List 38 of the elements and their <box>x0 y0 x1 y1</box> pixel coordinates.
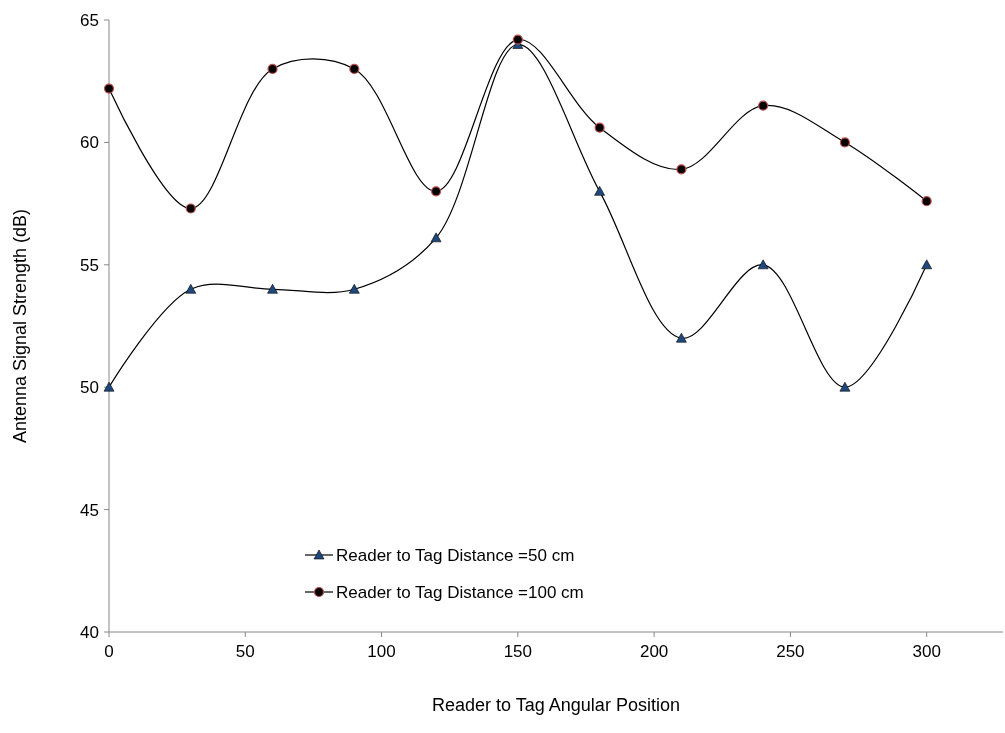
x-tick-label: 200 <box>639 642 669 661</box>
point <box>921 259 932 270</box>
point <box>185 283 197 294</box>
y-tick-label: 60 <box>80 133 99 153</box>
point <box>758 100 769 111</box>
point <box>676 164 687 175</box>
x-tick-label: 100 <box>367 642 396 661</box>
legend-label: Reader to Tag Distance =100 cm <box>336 582 584 602</box>
point <box>594 122 605 133</box>
point <box>839 381 851 392</box>
point <box>103 381 115 392</box>
point <box>512 34 523 45</box>
point <box>839 137 851 148</box>
y-tick-label: 45 <box>80 500 99 520</box>
y-tick-label: 55 <box>80 255 99 275</box>
y-tick-label: 50 <box>80 378 99 398</box>
point <box>430 232 442 243</box>
point <box>921 196 932 207</box>
point <box>185 203 196 214</box>
y-tick-label: 40 <box>80 622 99 642</box>
point <box>267 283 278 294</box>
point <box>676 332 687 343</box>
x-tick-label: 250 <box>776 642 805 661</box>
x-tick-label: 50 <box>235 642 255 661</box>
x-tick-label: 0 <box>104 642 114 661</box>
y-tick-label: 65 <box>80 10 99 30</box>
point <box>430 186 442 197</box>
point <box>349 63 360 75</box>
point <box>757 259 769 270</box>
x-tick-label: 150 <box>503 642 533 661</box>
x-tick-label: 300 <box>912 642 941 661</box>
point <box>349 283 360 294</box>
point <box>267 63 278 75</box>
legend-label: Reader to Tag Distance =50 cm <box>336 545 575 565</box>
x-axis-title: Reader to Tag Angular Position <box>432 695 680 715</box>
y-axis-title: Antenna Signal Strength (dB) <box>10 208 30 444</box>
point <box>103 83 115 94</box>
point <box>594 186 605 196</box>
